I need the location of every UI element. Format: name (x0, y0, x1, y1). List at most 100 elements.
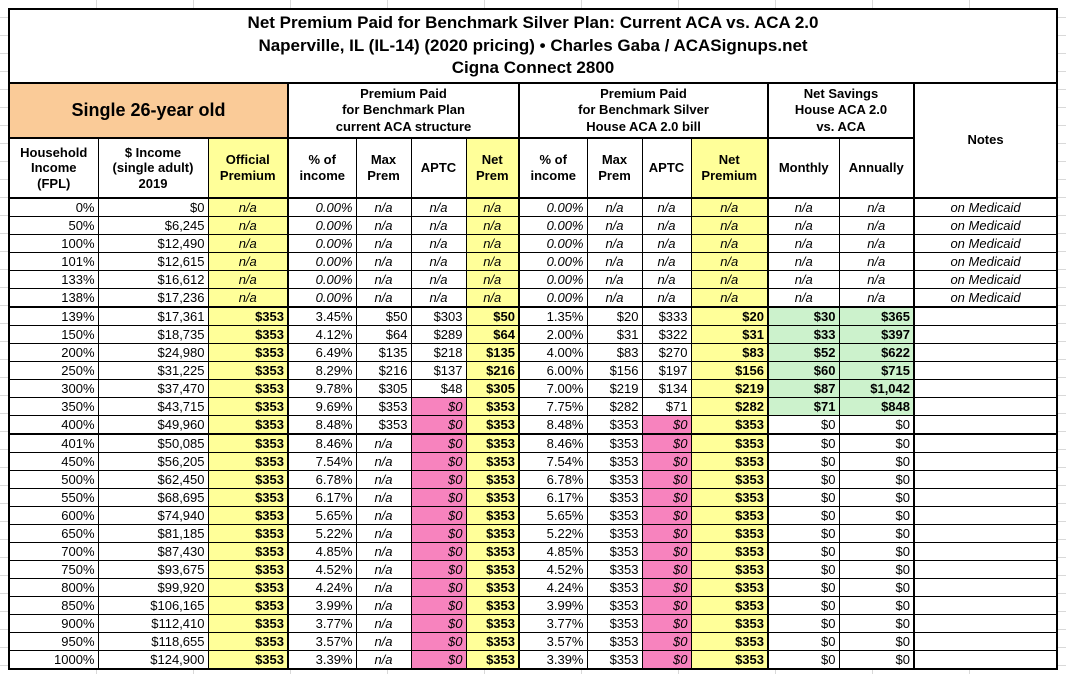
cell-max2: n/a (586, 288, 643, 308)
cell-income: $62,450 (97, 470, 209, 489)
cell-net2: $353 (690, 524, 769, 543)
cell-income: $124,900 (97, 650, 209, 670)
cell-income: $118,655 (97, 632, 209, 651)
cell-fpl: 700% (8, 542, 99, 561)
cell-pct2: 8.46% (518, 433, 588, 453)
cell-fpl: 550% (8, 488, 99, 507)
cell-pct1: 5.22% (287, 524, 357, 543)
cell-net1: $353 (465, 506, 520, 525)
cell-official: $353 (207, 596, 289, 615)
cell-notes (913, 433, 1058, 453)
column-header-monthly: Monthly (767, 137, 840, 199)
cell-max1: n/a (355, 560, 412, 579)
cell-aptc2: $0 (641, 614, 692, 633)
cell-net2: $282 (690, 397, 769, 416)
cell-notes (913, 614, 1058, 633)
table-row-700pct: 700% $87,430 $353 4.85% n/a $0 $353 4.85% $353 $0… (8, 542, 1058, 561)
cell-monthly: $0 (767, 596, 840, 615)
cell-notes (913, 560, 1058, 579)
cell-pct1: 9.69% (287, 397, 357, 416)
cell-monthly: $0 (767, 470, 840, 489)
cell-aptc2: $134 (641, 379, 692, 398)
cell-pct2: 3.39% (518, 650, 588, 670)
cell-aptc1: $48 (410, 379, 467, 398)
cell-net1: $353 (465, 632, 520, 651)
cell-max2: $353 (586, 578, 643, 597)
cell-aptc2: n/a (641, 288, 692, 308)
table-row-133pct: 133% $16,612 n/a 0.00% n/a n/a n/a 0.00% n/a n/a n… (8, 270, 1058, 289)
subject-header: Single 26-year old (8, 82, 289, 139)
cell-notes: on Medicaid (913, 197, 1058, 217)
cell-net2: $353 (690, 614, 769, 633)
cell-aptc2: $0 (641, 452, 692, 471)
cell-max2: n/a (586, 216, 643, 235)
cell-max1: n/a (355, 506, 412, 525)
cell-aptc1: n/a (410, 197, 467, 217)
cell-monthly: $0 (767, 560, 840, 579)
cell-income: $87,430 (97, 542, 209, 561)
cell-net2: $353 (690, 452, 769, 471)
cell-notes: on Medicaid (913, 216, 1058, 235)
cell-annually: $622 (838, 343, 915, 362)
cell-aptc2: $0 (641, 632, 692, 651)
cell-annually: $0 (838, 542, 915, 561)
cell-net2: $353 (690, 650, 769, 670)
cell-annually: $0 (838, 632, 915, 651)
cell-official: n/a (207, 288, 289, 308)
cell-aptc1: $0 (410, 397, 467, 416)
cell-fpl: 138% (8, 288, 99, 308)
cell-annually: $0 (838, 506, 915, 525)
cell-max2: $353 (586, 524, 643, 543)
table-row-250pct: 250% $31,225 $353 8.29% $216 $137 $216 6.00% $15… (8, 361, 1058, 380)
cell-aptc2: $0 (641, 506, 692, 525)
cell-official: $353 (207, 452, 289, 471)
cell-net1: $353 (465, 614, 520, 633)
cell-max2: $353 (586, 506, 643, 525)
cell-max1: $216 (355, 361, 412, 380)
cell-monthly: n/a (767, 234, 840, 253)
cell-net2: $353 (690, 632, 769, 651)
table-row-200pct: 200% $24,980 $353 6.49% $135 $218 $135 4.00% $83… (8, 343, 1058, 362)
cell-notes (913, 343, 1058, 362)
cell-income: $18,735 (97, 325, 209, 344)
cell-aptc1: $0 (410, 650, 467, 670)
cell-max1: n/a (355, 197, 412, 217)
cell-fpl: 800% (8, 578, 99, 597)
cell-monthly: n/a (767, 252, 840, 271)
cell-notes: on Medicaid (913, 234, 1058, 253)
cell-official: n/a (207, 234, 289, 253)
cell-net2: n/a (690, 216, 769, 235)
cell-net2: $83 (690, 343, 769, 362)
table-row-950pct: 950% $118,655 $353 3.57% n/a $0 $353 3.57% $353 $… (8, 632, 1058, 651)
cell-fpl: 400% (8, 415, 99, 435)
cell-net2: $353 (690, 433, 769, 453)
cell-pct2: 0.00% (518, 234, 588, 253)
cell-income: $12,615 (97, 252, 209, 271)
cell-notes: on Medicaid (913, 270, 1058, 289)
cell-net1: $353 (465, 650, 520, 670)
cell-notes (913, 542, 1058, 561)
cell-aptc1: $0 (410, 614, 467, 633)
cell-max2: $219 (586, 379, 643, 398)
cell-monthly: $0 (767, 542, 840, 561)
cell-income: $106,165 (97, 596, 209, 615)
column-header-annually: Annually (838, 137, 915, 199)
column-header-pct2: % of income (518, 137, 588, 199)
cell-pct1: 0.00% (287, 197, 357, 217)
column-header-row: Household Income (FPL) $ Income (single a… (8, 137, 1057, 199)
cell-monthly: $33 (767, 325, 840, 344)
cell-notes (913, 578, 1058, 597)
cell-max2: $20 (586, 306, 643, 326)
cell-max1: $353 (355, 397, 412, 416)
cell-max2: $353 (586, 470, 643, 489)
cell-official: $353 (207, 415, 289, 435)
cell-net2: n/a (690, 197, 769, 217)
cell-income: $31,225 (97, 361, 209, 380)
cell-official: $353 (207, 397, 289, 416)
cell-fpl: 650% (8, 524, 99, 543)
cell-max2: $353 (586, 433, 643, 453)
cell-aptc1: $0 (410, 506, 467, 525)
cell-aptc1: $0 (410, 524, 467, 543)
cell-official: $353 (207, 614, 289, 633)
cell-aptc2: $0 (641, 542, 692, 561)
